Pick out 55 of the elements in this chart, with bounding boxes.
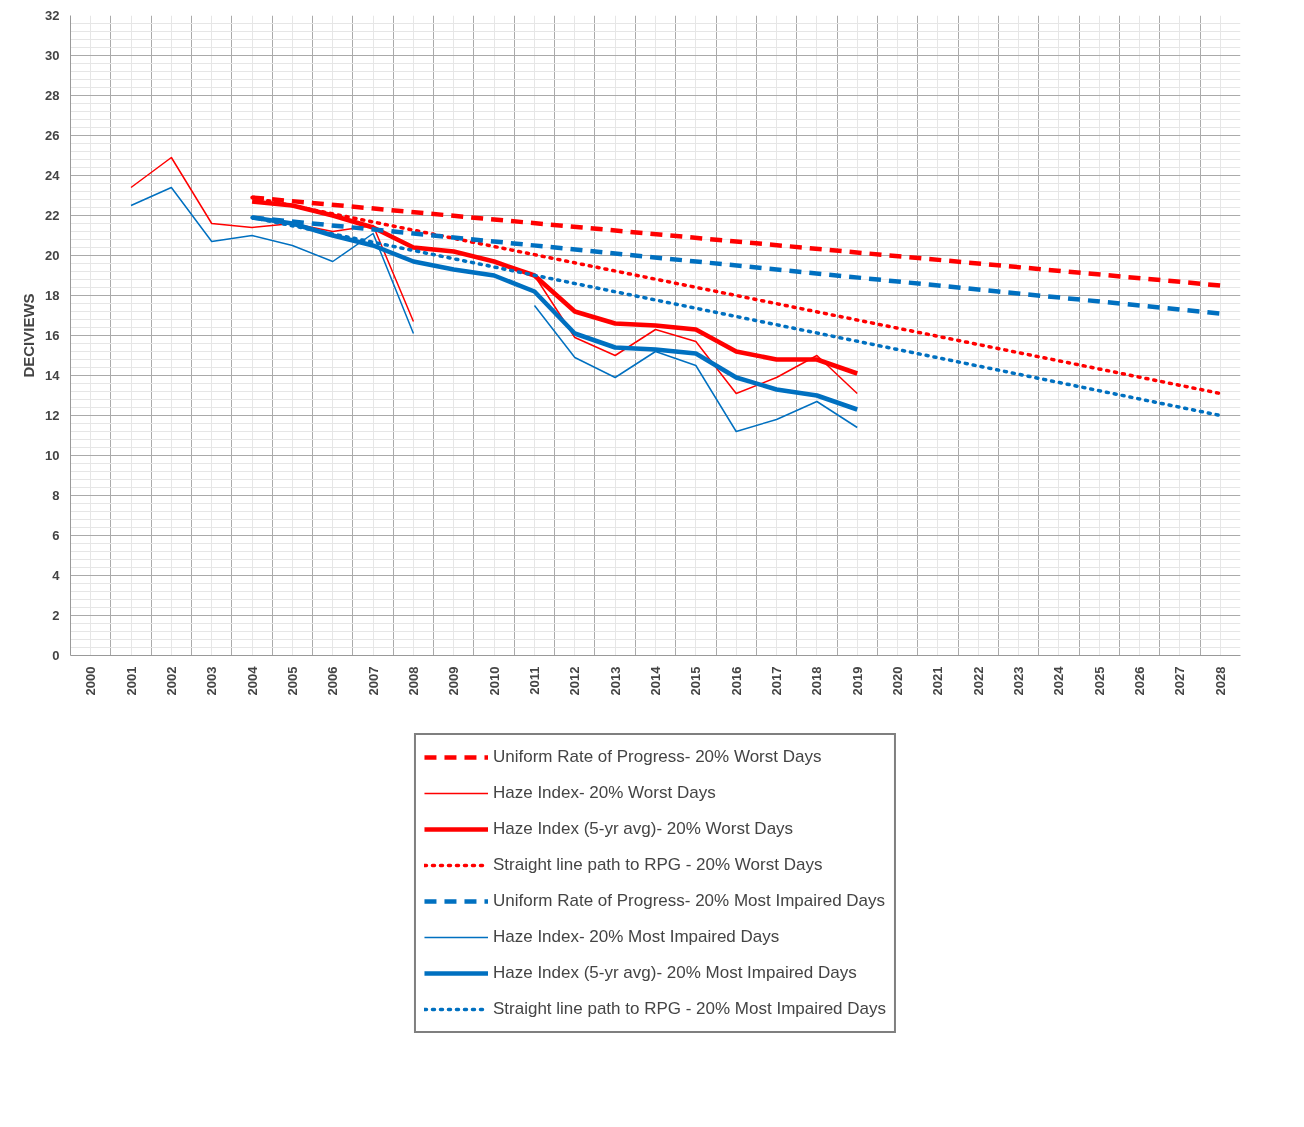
legend-label: Straight line path to RPG - 20% Most Impaired Days xyxy=(492,998,887,1020)
legend-label: Haze Index- 20% Most Impaired Days xyxy=(492,926,780,948)
x-tick-label: 2028 xyxy=(1212,666,1228,696)
x-tick-label: 2000 xyxy=(83,666,99,696)
x-tick-label: 2003 xyxy=(204,666,220,696)
x-tick-label: 2005 xyxy=(284,666,300,696)
y-tick-label: 8 xyxy=(52,488,60,503)
x-tick-label: 2006 xyxy=(325,666,341,696)
y-tick-label: 6 xyxy=(52,528,60,543)
x-tick-label: 2008 xyxy=(405,666,421,696)
x-tick-label: 2004 xyxy=(244,665,260,696)
legend-label: Haze Index (5-yr avg)- 20% Worst Days xyxy=(492,818,794,840)
y-tick-label: 4 xyxy=(52,568,61,583)
y-axis-title: DECIVIEWS xyxy=(20,293,38,378)
x-tick-label: 2009 xyxy=(446,666,462,696)
x-tick-label: 2023 xyxy=(1011,666,1027,696)
legend-label: Uniform Rate of Progress- 20% Most Impaired Days xyxy=(492,890,886,912)
legend-label: Uniform Rate of Progress- 20% Worst Days xyxy=(492,746,822,768)
y-tick-label: 16 xyxy=(45,328,60,343)
y-tick-label: 26 xyxy=(45,128,60,143)
x-tick-label: 2011 xyxy=(526,666,542,695)
x-tick-label: 2024 xyxy=(1051,665,1067,696)
x-tick-label: 2007 xyxy=(365,666,381,696)
y-tick-label: 0 xyxy=(52,648,60,663)
y-tick-label: 12 xyxy=(45,408,60,423)
x-tick-label: 2001 xyxy=(123,666,139,696)
x-tick-label: 2002 xyxy=(163,666,179,696)
y-tick-label: 28 xyxy=(45,88,60,103)
x-tick-label: 2020 xyxy=(890,666,906,696)
y-tick-label: 22 xyxy=(45,208,60,223)
x-tick-label: 2021 xyxy=(930,666,946,696)
x-tick-label: 2016 xyxy=(728,666,744,696)
y-tick-label: 24 xyxy=(45,168,61,183)
x-tick-label: 2019 xyxy=(849,666,865,696)
legend-label: Haze Index- 20% Worst Days xyxy=(492,782,716,804)
x-tick-label: 2010 xyxy=(486,666,502,696)
y-tick-label: 32 xyxy=(45,8,60,23)
y-tick-label: 2 xyxy=(52,608,60,623)
y-tick-label: 10 xyxy=(45,448,60,463)
x-tick-label: 2018 xyxy=(809,666,825,696)
x-tick-label: 2015 xyxy=(688,666,704,696)
y-tick-label: 18 xyxy=(45,288,60,303)
x-tick-label: 2027 xyxy=(1172,666,1188,696)
x-tick-label: 2026 xyxy=(1132,666,1148,696)
x-tick-label: 2017 xyxy=(769,666,785,696)
y-tick-label: 14 xyxy=(45,368,61,383)
legend-label: Straight line path to RPG - 20% Worst Days xyxy=(492,854,823,876)
x-tick-label: 2025 xyxy=(1091,666,1107,696)
x-tick-label: 2012 xyxy=(567,666,583,696)
x-tick-label: 2022 xyxy=(970,666,986,696)
x-tick-label: 2014 xyxy=(648,665,663,696)
x-tick-label: 2013 xyxy=(607,666,623,696)
legend-label: Haze Index (5-yr avg)- 20% Most Impaired Days xyxy=(492,962,857,984)
y-tick-label: 20 xyxy=(45,248,60,263)
y-tick-label: 30 xyxy=(45,48,60,63)
